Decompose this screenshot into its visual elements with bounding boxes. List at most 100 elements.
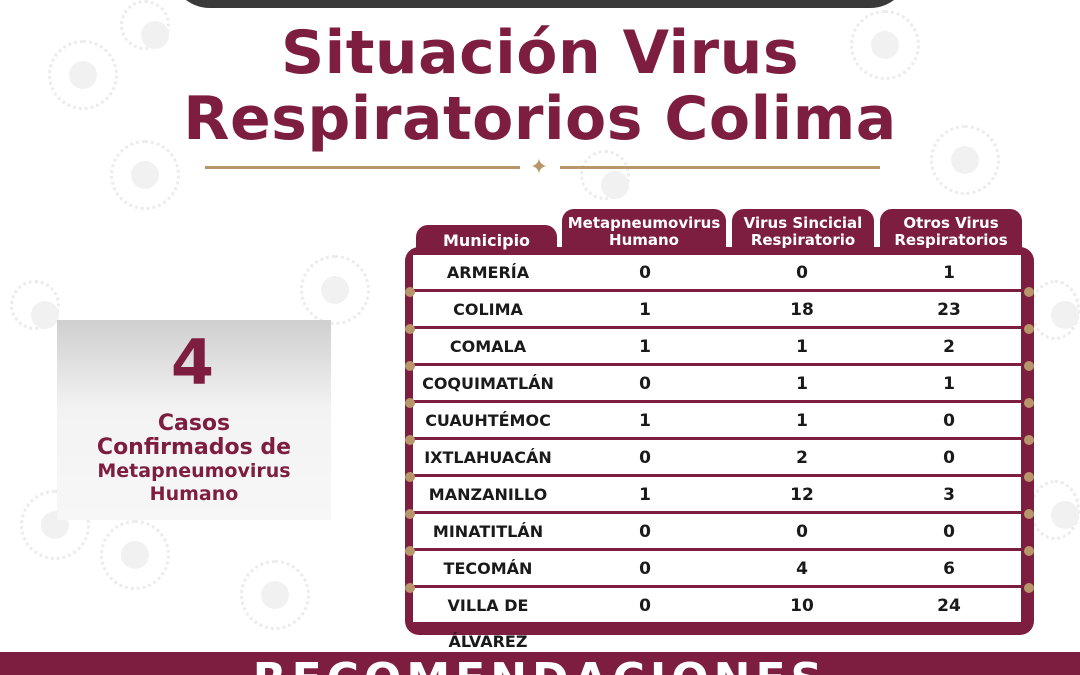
separator-dot <box>1024 287 1034 297</box>
star-icon: ✦ <box>529 155 549 180</box>
table-row: COQUIMATLÁN 0 1 1 <box>413 366 1021 400</box>
cell-municipio: ARMERÍA <box>446 263 530 282</box>
virus-icon <box>110 140 180 210</box>
separator-dot <box>1024 324 1034 334</box>
cell-otros: 1 <box>943 263 955 283</box>
table-row: MANZANILLO 1 12 3 <box>413 477 1021 511</box>
page-title: Situación Virus Respiratorios Colima <box>0 20 1080 152</box>
cell-municipio: COMALA <box>449 337 527 356</box>
top-header-pill <box>170 0 910 8</box>
cell-metapneumovirus: 1 <box>639 411 651 431</box>
separator-dot <box>405 472 415 482</box>
stat-number: 4 <box>170 326 215 399</box>
cell-otros: 1 <box>943 374 955 394</box>
virus-icon <box>10 280 60 330</box>
cell-metapneumovirus: 1 <box>639 485 651 505</box>
separator-dot <box>1024 435 1034 445</box>
table-row: ARMERÍA 0 0 1 <box>413 255 1021 289</box>
table-body: ARMERÍA 0 0 1 COLIMA 1 18 23 COMALA 1 1 … <box>413 255 1021 651</box>
virus-icon <box>1030 280 1080 340</box>
cell-municipio: CUAUHTÉMOC <box>425 411 551 430</box>
recommendations-banner: RECOMENDACIONES <box>0 652 1080 675</box>
separator-dot <box>1024 472 1034 482</box>
header-vsr-line-1: Virus Sincicial <box>743 214 863 232</box>
stat-label-line-4: Humano <box>149 483 239 505</box>
separator-dot <box>405 361 415 371</box>
divider-right <box>560 166 880 169</box>
virus-icon <box>300 255 370 325</box>
cell-metapneumovirus: 1 <box>639 337 651 357</box>
cell-metapneumovirus: 0 <box>639 263 651 283</box>
separator-dot <box>405 398 415 408</box>
virus-icon <box>48 40 118 110</box>
separator-dot <box>1024 398 1034 408</box>
separator-dot <box>405 324 415 334</box>
cell-municipio: COQUIMATLÁN <box>422 374 554 393</box>
separator-dot <box>1024 509 1034 519</box>
title-line-1: Situación Virus <box>280 18 800 88</box>
virus-icon <box>580 150 630 200</box>
cell-metapneumovirus: 0 <box>639 559 651 579</box>
cell-metapneumovirus: 0 <box>639 596 651 616</box>
stat-label: Casos Confirmados de Metapneumovirus Hum… <box>57 412 331 506</box>
virus-icon <box>850 10 920 80</box>
cell-vsr: 0 <box>796 263 808 283</box>
virus-icon <box>100 520 170 590</box>
cell-vsr: 12 <box>790 485 814 505</box>
separator-dot <box>1024 361 1034 371</box>
cell-vsr: 1 <box>796 374 808 394</box>
separator-dot <box>405 583 415 593</box>
table-row: MINATITLÁN 0 0 0 <box>413 514 1021 548</box>
cell-municipio: COLIMA <box>453 300 523 319</box>
cell-otros: 0 <box>943 448 955 468</box>
divider-left <box>205 166 520 169</box>
separator-dot <box>405 546 415 556</box>
cell-otros: 6 <box>943 559 955 579</box>
stat-label-line-1: Casos <box>157 411 231 436</box>
cell-vsr: 1 <box>796 337 808 357</box>
cell-vsr: 0 <box>796 522 808 542</box>
separator-dot <box>405 435 415 445</box>
stat-label-line-3: Metapneumovirus <box>97 460 291 482</box>
cell-municipio: IXTLAHUACÁN <box>424 448 552 467</box>
header-otros-line-2: Respiratorios <box>894 231 1008 249</box>
header-vsr: Virus Sincicial Respiratorio <box>732 209 874 255</box>
separator-dot <box>1024 583 1034 593</box>
cell-otros: 24 <box>937 596 961 616</box>
table-row: COMALA 1 1 2 <box>413 329 1021 363</box>
virus-icon <box>240 560 310 630</box>
separator-dot <box>1024 546 1034 556</box>
cell-vsr: 18 <box>790 300 814 320</box>
title-line-2: Respiratorios Colima <box>183 84 897 154</box>
header-metapneumovirus-line-1: Metapneumovirus <box>567 214 721 232</box>
cell-vsr: 1 <box>796 411 808 431</box>
cell-otros: 3 <box>943 485 955 505</box>
table-row: CUAUHTÉMOC 1 1 0 <box>413 403 1021 437</box>
cell-municipio: TECOMÁN <box>443 559 533 578</box>
cell-vsr: 10 <box>790 596 814 616</box>
header-metapneumovirus: Metapneumovirus Humano <box>562 209 726 255</box>
cell-vsr: 2 <box>796 448 808 468</box>
table-row: COLIMA 1 18 23 <box>413 292 1021 326</box>
virus-icon <box>1030 480 1080 540</box>
cell-metapneumovirus: 0 <box>639 374 651 394</box>
header-vsr-line-2: Respiratorio <box>750 231 856 249</box>
virus-icon <box>120 0 170 50</box>
cell-vsr: 4 <box>796 559 808 579</box>
cell-municipio: MANZANILLO <box>428 485 548 504</box>
recommendations-title: RECOMENDACIONES <box>0 656 1080 675</box>
separator-dot <box>405 509 415 519</box>
cell-otros: 0 <box>943 411 955 431</box>
cell-metapneumovirus: 0 <box>639 448 651 468</box>
cell-municipio: MINATITLÁN <box>432 522 544 541</box>
separator-dot <box>405 287 415 297</box>
table-row: VILLA DE ÁLVAREZ 0 10 24 <box>413 588 1021 651</box>
cell-otros: 23 <box>937 300 961 320</box>
cell-otros: 0 <box>943 522 955 542</box>
virus-icon <box>930 125 1000 195</box>
header-municipio: Municipio <box>416 225 557 255</box>
table-row: IXTLAHUACÁN 0 2 0 <box>413 440 1021 474</box>
header-otros-line-1: Otros Virus <box>903 214 999 232</box>
cell-metapneumovirus: 1 <box>639 300 651 320</box>
table-row: TECOMÁN 0 4 6 <box>413 551 1021 585</box>
